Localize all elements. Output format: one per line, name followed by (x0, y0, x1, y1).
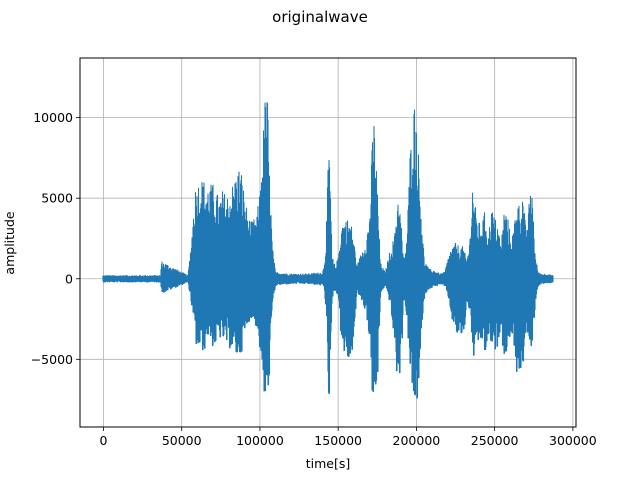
plot-area (102, 102, 554, 399)
axes-frame (79, 57, 577, 428)
x-tick-label: 250000 (471, 433, 519, 448)
y-tick-label: 0 (65, 271, 73, 286)
y-tick-label: 10000 (33, 110, 73, 125)
y-axis: −5000 0 5000 10000 (31, 110, 80, 367)
y-tick-label: 5000 (41, 191, 73, 206)
x-tick-label: 50000 (162, 433, 202, 448)
y-tick-label: −5000 (31, 352, 73, 367)
x-tick-label: 100000 (236, 433, 284, 448)
x-tick-label: 300000 (549, 433, 597, 448)
y-axis-label: amplitude (2, 211, 17, 274)
x-tick-label: 0 (99, 433, 107, 448)
x-axis-label: time[s] (306, 456, 351, 471)
x-axis: 0 50000 100000 150000 200000 250000 300000 (99, 427, 597, 448)
chart-title: originalwave (272, 8, 368, 26)
waveform-series-line (102, 102, 554, 399)
x-tick-label: 150000 (314, 433, 362, 448)
x-tick-label: 200000 (393, 433, 441, 448)
